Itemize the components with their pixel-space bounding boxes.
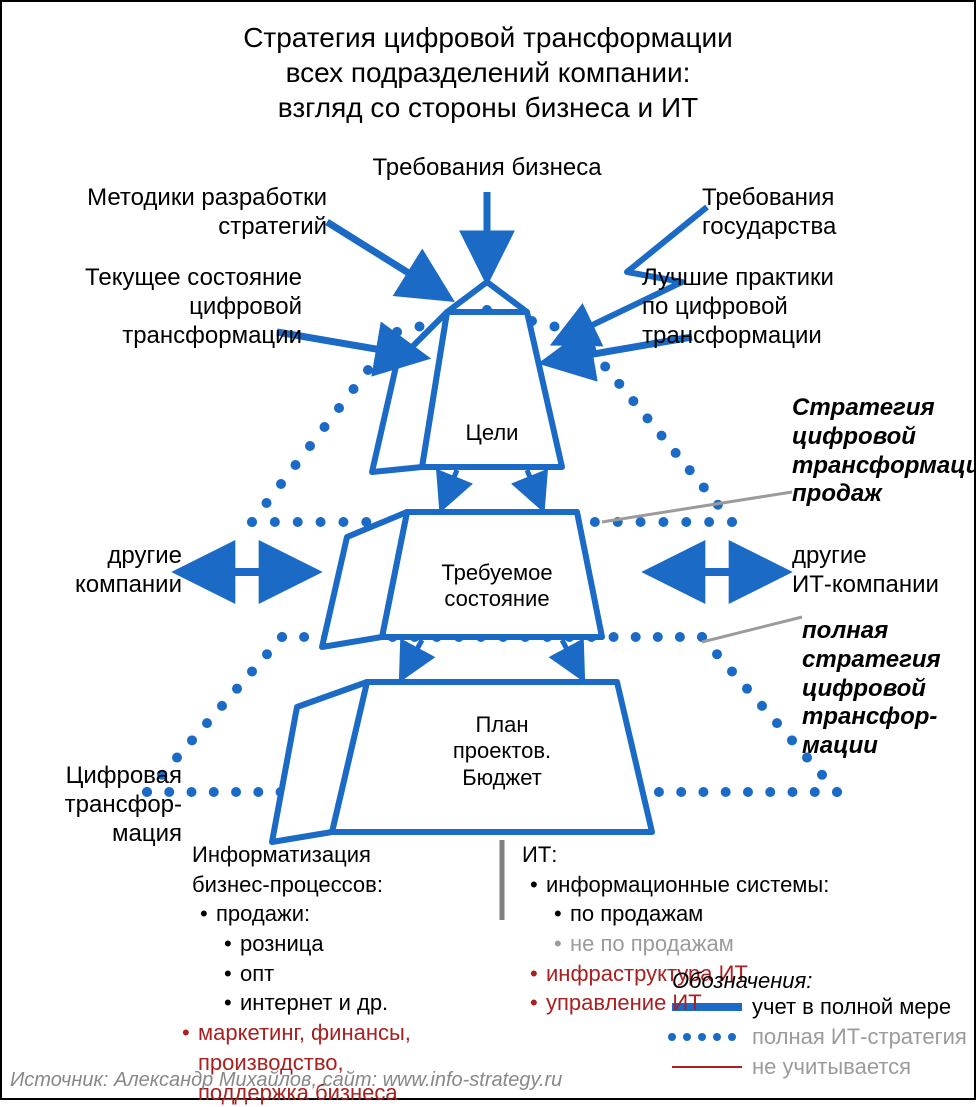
label-mid-right-bold: Стратегия цифровой трансформации продаж [792, 394, 976, 509]
list-item: по продажам [570, 899, 962, 929]
label-top-center: Требования бизнеса [332, 154, 642, 183]
label-top-right-2: Лучшие практики по цифровой трансформаци… [642, 264, 972, 350]
label-mid-right: другие ИТ-компании [792, 542, 972, 600]
label-low-right-bold: полная стратегия цифровой трансфор- маци… [802, 617, 972, 761]
label-top-left-1: Методики разработки стратегий [22, 184, 327, 242]
legend-item-3: не учитывается [752, 1054, 911, 1080]
list-item: продажи: [216, 899, 502, 929]
legend-item-1: учет в полной мере [752, 994, 951, 1020]
legend-title: Обозначения: [672, 967, 812, 996]
label-bottom-left: Цифровая трансфор- мация [12, 762, 182, 848]
tier1-label: Цели [422, 420, 562, 446]
bullets-left-heading: Информатизация бизнес-процессов: [192, 840, 502, 899]
list-item: не по продажам [570, 929, 962, 959]
callout-line-lower [702, 617, 802, 642]
label-top-left-2: Текущее состояние цифровой трансформации [22, 264, 302, 350]
bullets-right-heading: ИТ: [522, 840, 962, 870]
label-mid-left: другие компании [42, 542, 182, 600]
label-top-right-1: Требования государства [702, 184, 962, 242]
legend-item-2: полная ИТ-стратегия [752, 1024, 967, 1050]
list-item: опт [240, 959, 502, 989]
bullets-left: Информатизация бизнес-процессов: продажи… [192, 840, 502, 1107]
bullets-left-footer: маркетинг, финансы, производство, поддер… [198, 1018, 411, 1107]
source-credit: Источник: Александр Михайлов, сайт: www.… [10, 1069, 562, 1092]
callout-line-upper [602, 492, 792, 522]
tier2-label: Требуемое состояние [397, 560, 597, 613]
tier3-label: План проектов. Бюджет [382, 712, 622, 791]
list-item: интернет и др. [240, 988, 502, 1018]
list-item: розница [240, 929, 502, 959]
diagram-frame: Стратегия цифровой трансформации всех по… [0, 0, 976, 1100]
list-item: информационные системы: [546, 870, 962, 900]
